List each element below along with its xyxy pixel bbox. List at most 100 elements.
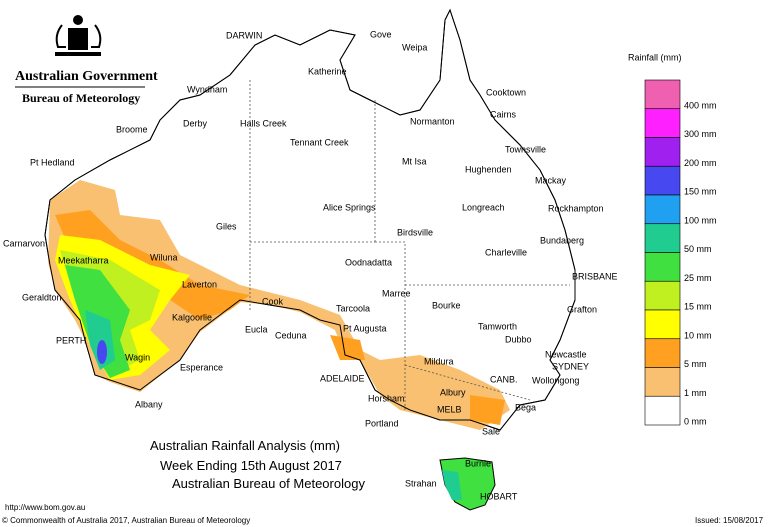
place-label: Geraldton xyxy=(22,292,62,302)
place-label: Tennant Creek xyxy=(290,137,349,147)
place-label: Longreach xyxy=(462,202,505,212)
header-government: Australian Government xyxy=(15,69,158,84)
state-border xyxy=(375,241,406,410)
legend-swatch xyxy=(644,395,681,426)
place-label: HOBART xyxy=(480,491,518,501)
place-label: Tarcoola xyxy=(336,303,370,313)
place-label: Cook xyxy=(262,296,284,306)
place-label: Hughenden xyxy=(465,164,512,174)
place-label: Charleville xyxy=(485,247,527,257)
place-label: CANB. xyxy=(490,374,518,384)
legend-swatch xyxy=(644,309,681,340)
state-border xyxy=(404,364,531,401)
legend-swatch xyxy=(644,194,681,225)
place-label: Weipa xyxy=(402,42,427,52)
place-label: Wiluna xyxy=(150,252,178,262)
place-label: Sale xyxy=(482,426,500,436)
place-label: Katherine xyxy=(308,66,347,76)
legend-label: 10 mm xyxy=(684,330,712,340)
legend-swatch xyxy=(644,223,681,253)
place-label: Eucla xyxy=(245,324,268,334)
place-label: Birdsville xyxy=(397,227,433,237)
legend-swatch xyxy=(644,165,681,196)
place-label: Bega xyxy=(515,402,536,412)
place-label: Kalgoorlie xyxy=(172,312,212,322)
rainfall-area xyxy=(470,395,505,425)
legend-swatch xyxy=(644,79,681,110)
place-label: Newcastle xyxy=(545,349,587,359)
place-label: Albany xyxy=(135,399,163,409)
header-agency: Bureau of Meteorology xyxy=(22,91,140,105)
place-label: Halls Creek xyxy=(240,118,287,128)
place-label: Normanton xyxy=(410,116,455,126)
rainfall-area xyxy=(55,210,250,320)
legend-label: 400 mm xyxy=(684,100,717,110)
land xyxy=(44,8,576,511)
place-label: Pt Hedland xyxy=(30,157,75,167)
rainfall-area xyxy=(442,470,462,500)
place-label: Oodnadatta xyxy=(345,257,392,267)
place-label: Bundaberg xyxy=(540,235,584,245)
legend-label: 50 mm xyxy=(684,244,712,254)
rainfall-area xyxy=(330,335,365,360)
place-label: Townsville xyxy=(505,144,546,154)
legend-swatch xyxy=(644,252,681,282)
place-label: Cooktown xyxy=(486,87,526,97)
legend-swatch xyxy=(644,367,681,397)
legend-title: Rainfall (mm) xyxy=(628,52,682,62)
place-label: SYDNEY xyxy=(552,361,589,371)
coastline xyxy=(44,8,576,431)
place-label: Horsham xyxy=(368,393,405,403)
place-label: Wagin xyxy=(125,352,150,362)
footer-url: http://www.bom.gov.au xyxy=(5,503,85,512)
rainfall-area xyxy=(97,340,107,364)
place-label: Broome xyxy=(116,124,148,134)
place-label: Mackay xyxy=(535,175,567,185)
legend-swatch xyxy=(644,280,681,311)
place-label: Laverton xyxy=(182,279,217,289)
footer-issued: Issued: 15/08/2017 xyxy=(695,516,764,525)
place-label: Meekatharra xyxy=(58,255,109,265)
place-labels: DARWIN Gove Weipa Katherine Wyndham Cooktown C… xyxy=(3,29,618,501)
place-label: Marree xyxy=(382,288,411,298)
legend-label: 150 mm xyxy=(684,187,717,197)
place-label: Pt Augusta xyxy=(343,323,387,333)
place-label: Albury xyxy=(440,387,466,397)
place-label: Carnarvon xyxy=(3,238,45,248)
place-label: Cairns xyxy=(490,109,517,119)
caption-title: Australian Rainfall Analysis (mm) xyxy=(150,438,340,453)
caption-period: Week Ending 15th August 2017 xyxy=(160,458,342,473)
place-label: BRISBANE xyxy=(572,271,618,281)
place-label: Mt Isa xyxy=(402,156,427,166)
place-label: Giles xyxy=(216,221,237,231)
place-label: Gove xyxy=(370,29,392,39)
rainfall-area xyxy=(48,180,510,430)
place-label: Tamworth xyxy=(478,321,517,331)
place-label: ADELAIDE xyxy=(320,373,365,383)
place-label: Portland xyxy=(365,418,399,428)
place-label: DARWIN xyxy=(226,30,262,40)
legend-swatch xyxy=(644,338,681,368)
place-label: Bourke xyxy=(432,300,461,310)
place-label: Strahan xyxy=(405,478,437,488)
legend-swatch xyxy=(644,137,681,167)
legend-label: 100 mm xyxy=(684,215,717,225)
place-label: Rockhampton xyxy=(548,203,604,213)
place-label: Dubbo xyxy=(505,334,532,344)
legend-label: 300 mm xyxy=(684,129,717,139)
caption-source: Australian Bureau of Meteorology xyxy=(172,476,365,491)
legend-swatch xyxy=(644,108,681,138)
place-label: Burnie xyxy=(465,458,491,468)
place-label: Grafton xyxy=(567,304,597,314)
place-label: PERTH xyxy=(56,335,86,345)
coat-of-arms xyxy=(55,15,102,56)
place-label: Alice Springs xyxy=(323,202,376,212)
legend-label: 200 mm xyxy=(684,158,717,168)
rainfall-area xyxy=(85,310,115,370)
place-label: Ceduna xyxy=(275,330,307,340)
legend-label: 0 mm xyxy=(684,417,707,427)
legend-label: 15 mm xyxy=(684,302,712,312)
place-label: Esperance xyxy=(180,362,223,372)
place-label: MELB xyxy=(437,404,462,414)
